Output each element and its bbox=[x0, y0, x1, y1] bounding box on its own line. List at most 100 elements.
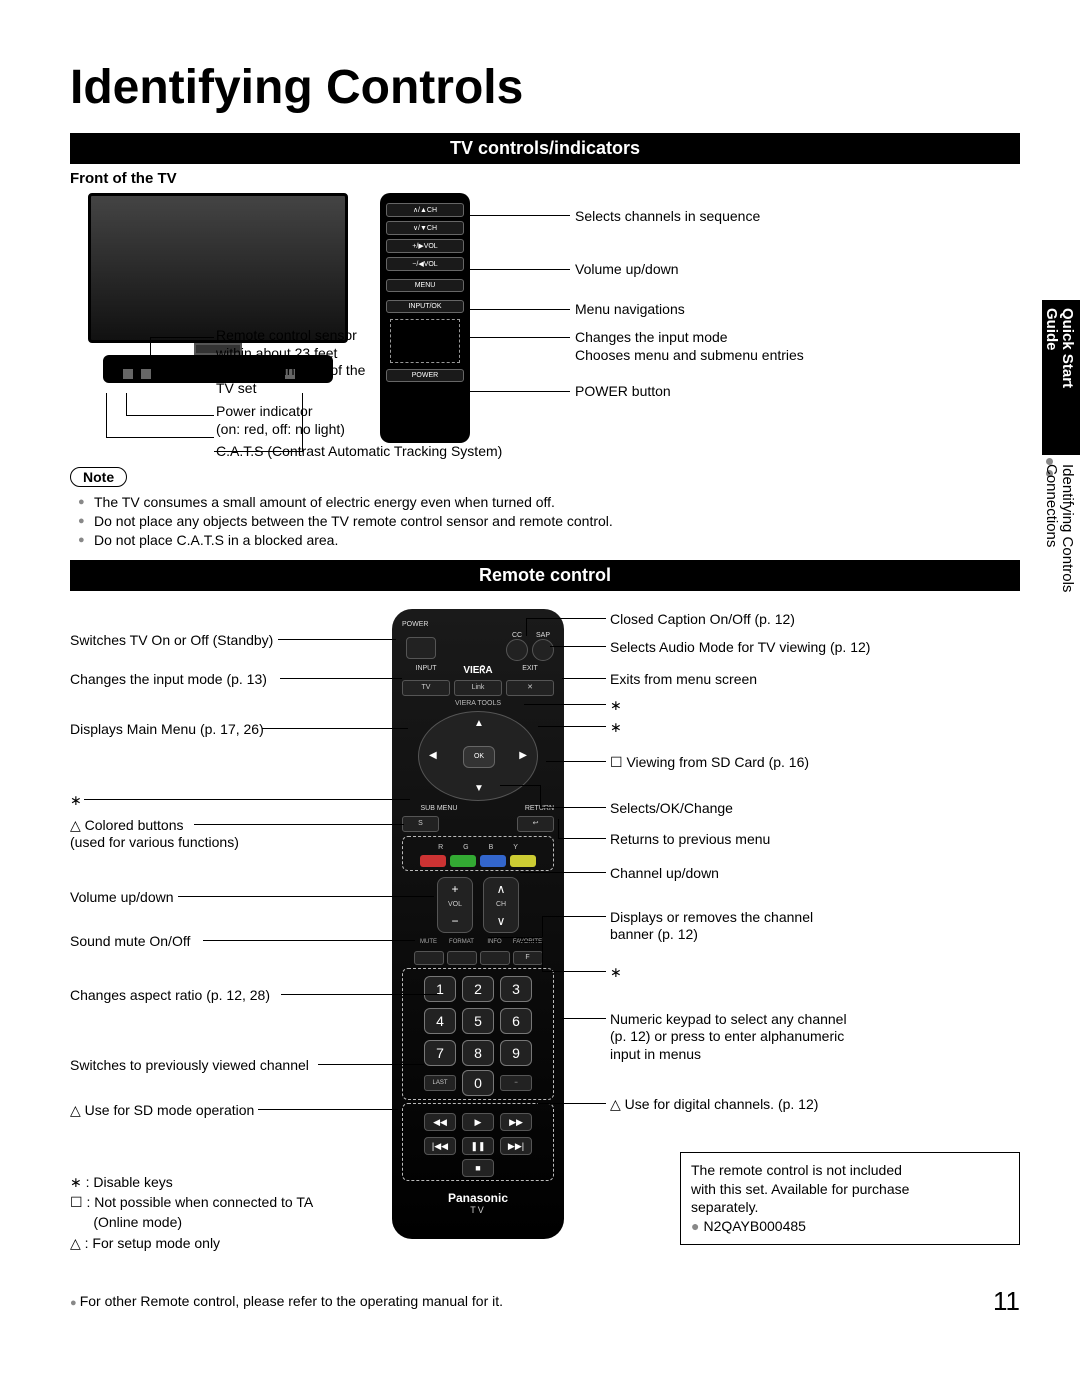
remote-desc-volume: Volume up/down bbox=[70, 889, 174, 907]
remote-rew-button: ◀◀ bbox=[424, 1113, 456, 1131]
remote-vol-rocker: +VOL− bbox=[437, 877, 473, 933]
remote-next-button: ▶▶| bbox=[500, 1137, 532, 1155]
remote-nav-ring: ▲▼◀▶ OK bbox=[418, 711, 538, 801]
desc-power-button: POWER button bbox=[575, 383, 671, 401]
remote-purchase-note: The remote control is not included with … bbox=[680, 1152, 1020, 1246]
remote-return-button: ↩ bbox=[517, 816, 554, 832]
page-title: Identifying Controls bbox=[70, 60, 1020, 115]
remote-key-5: 5 bbox=[462, 1008, 494, 1034]
remote-power-button bbox=[406, 637, 436, 659]
remote-sap-button bbox=[532, 639, 554, 661]
remote-desc-numpad: Numeric keypad to select any channel bbox=[610, 1011, 847, 1029]
remote-desc-ok: Selects/OK/Change bbox=[610, 800, 733, 818]
side-tab-identifying: Identifying Controls bbox=[1059, 464, 1076, 592]
remote-viera-label: VIEᖇA bbox=[454, 665, 502, 676]
remote-desc-mute: Sound mute On/Off bbox=[70, 933, 190, 951]
remote-power-label: POWER bbox=[402, 621, 554, 628]
remote-exit-button: ✕ bbox=[506, 680, 554, 696]
remote-model-number: N2QAYB000485 bbox=[703, 1218, 805, 1234]
remote-brand: Panasonic bbox=[402, 1191, 554, 1205]
remote-key-9: 9 bbox=[500, 1040, 532, 1066]
remote-desc-cc: Closed Caption On/Off (p. 12) bbox=[610, 611, 795, 629]
remote-yellow-button bbox=[510, 855, 536, 867]
remote-transport-box: ◀◀ ▶ ▶▶ |◀◀ ❚❚ ▶▶| ■ bbox=[402, 1103, 554, 1181]
remote-desc-mainmenu: Displays Main Menu (p. 17, 26) bbox=[70, 721, 264, 739]
remote-desc-chupdown: Channel up/down bbox=[610, 865, 719, 883]
remote-key-1: 1 bbox=[424, 976, 456, 1002]
side-btn-ch-down: ∨/▼CH bbox=[386, 221, 464, 235]
remote-desc-sdmode: △ Use for SD mode operation bbox=[70, 1102, 254, 1120]
remote-green-button bbox=[450, 855, 476, 867]
side-btn-input: INPUT/OK bbox=[386, 300, 464, 313]
remote-play-button: ▶ bbox=[462, 1113, 494, 1131]
remote-input-button: TV bbox=[402, 680, 450, 696]
remote-key-4: 4 bbox=[424, 1008, 456, 1034]
remote-dash-button: − bbox=[500, 1075, 532, 1091]
remote-numpad-box: 1 2 3 4 5 6 7 8 9 LAST 0 − bbox=[402, 968, 554, 1100]
remote-desc-submenu-star: ∗ bbox=[70, 792, 82, 810]
remote-link-button: Link bbox=[454, 680, 502, 696]
desc-cats: C.A.T.S (Contrast Automatic Tracking Sys… bbox=[216, 443, 502, 461]
side-tab-quickstart: Quick Start bbox=[1059, 308, 1076, 388]
remote-key-2: 2 bbox=[462, 976, 494, 1002]
side-btn-vol-up: +/▶VOL bbox=[386, 239, 464, 253]
remote-key-8: 8 bbox=[462, 1040, 494, 1066]
remote-desc-sap: Selects Audio Mode for TV viewing (p. 12… bbox=[610, 639, 870, 657]
remote-favorite-button: F bbox=[513, 951, 543, 965]
remote-prev-button: |◀◀ bbox=[424, 1137, 456, 1155]
remote-red-button bbox=[420, 855, 446, 867]
remote-desc-info: Displays or removes the channel bbox=[610, 909, 813, 927]
side-btn-ch-up: ∧/▲CH bbox=[386, 203, 464, 217]
remote-desc-favorite-star: ∗ bbox=[610, 964, 622, 982]
page-number: 11 bbox=[993, 1286, 1020, 1317]
remote-desc-return: Returns to previous menu bbox=[610, 831, 770, 849]
remote-desc-vieratools-star: ∗ bbox=[610, 697, 622, 715]
section-tv-controls: TV controls/indicators bbox=[70, 133, 1020, 164]
desc-power-indicator: Power indicator bbox=[216, 403, 345, 421]
side-tab-connections: Connections bbox=[1043, 464, 1060, 547]
remote-stop-button: ■ bbox=[462, 1159, 494, 1177]
remote-tv-label: TV bbox=[402, 1205, 554, 1215]
footer-note: For other Remote control, please refer t… bbox=[70, 1293, 503, 1309]
remote-desc-last: Switches to previously viewed channel bbox=[70, 1057, 309, 1075]
side-tab: Quick Start Guide Identifying Controls C… bbox=[1042, 300, 1080, 630]
remote-blue-button bbox=[480, 855, 506, 867]
note-bullet-3: Do not place C.A.T.S in a blocked area. bbox=[78, 531, 1020, 550]
front-of-tv-label: Front of the TV bbox=[70, 170, 1020, 187]
section-remote-control: Remote control bbox=[70, 560, 1020, 591]
remote-mute-button bbox=[414, 951, 444, 965]
remote-format-button bbox=[447, 951, 477, 965]
remote-ff-button: ▶▶ bbox=[500, 1113, 532, 1131]
remote-pause-button: ❚❚ bbox=[462, 1137, 494, 1155]
remote-key-7: 7 bbox=[424, 1040, 456, 1066]
remote-submenu-button: S bbox=[402, 816, 439, 832]
desc-menu: Menu navigations bbox=[575, 301, 685, 319]
remote-color-buttons-box: RGBY bbox=[402, 836, 554, 871]
remote-key-0: 0 bbox=[462, 1070, 494, 1096]
remote-desc-sdcard: ☐ Viewing from SD Card (p. 16) bbox=[610, 754, 809, 772]
note-bullet-2: Do not place any objects between the TV … bbox=[78, 512, 1020, 531]
side-btn-power: POWER bbox=[386, 369, 464, 382]
remote-info-button bbox=[480, 951, 510, 965]
side-btn-menu: MENU bbox=[386, 279, 464, 292]
remote-desc-digital: △ Use for digital channels. (p. 12) bbox=[610, 1096, 818, 1114]
desc-channels: Selects channels in sequence bbox=[575, 208, 760, 226]
remote-desc-exit: Exits from menu screen bbox=[610, 671, 757, 689]
remote-key-6: 6 bbox=[500, 1008, 532, 1034]
desc-volume: Volume up/down bbox=[575, 261, 679, 279]
remote-desc-aspect: Changes aspect ratio (p. 12, 28) bbox=[70, 987, 270, 1005]
remote-desc-power: Switches TV On or Off (Standby) bbox=[70, 632, 273, 650]
remote-ok-button: OK bbox=[463, 746, 495, 768]
remote-desc-input: Changes the input mode (p. 13) bbox=[70, 671, 267, 689]
desc-sensor: Remote control sensor bbox=[216, 327, 365, 345]
remote-ch-rocker: ∧CH∨ bbox=[483, 877, 519, 933]
side-tab-guide: Guide bbox=[1043, 308, 1060, 351]
remote-desc-colored: △ Colored buttons bbox=[70, 817, 239, 835]
side-btn-vol-down: −/◀VOL bbox=[386, 257, 464, 271]
remote-cc-button bbox=[506, 639, 528, 661]
tv-side-panel-illustration: ∧/▲CH ∨/▼CH +/▶VOL −/◀VOL MENU INPUT/OK … bbox=[380, 193, 470, 443]
remote-last-button: LAST bbox=[424, 1075, 456, 1091]
desc-input: Changes the input mode bbox=[575, 329, 804, 347]
remote-legend: ∗ : Disable keys ☐ : Not possible when c… bbox=[70, 1172, 313, 1253]
note-bullet-1: The TV consumes a small amount of electr… bbox=[78, 493, 1020, 512]
